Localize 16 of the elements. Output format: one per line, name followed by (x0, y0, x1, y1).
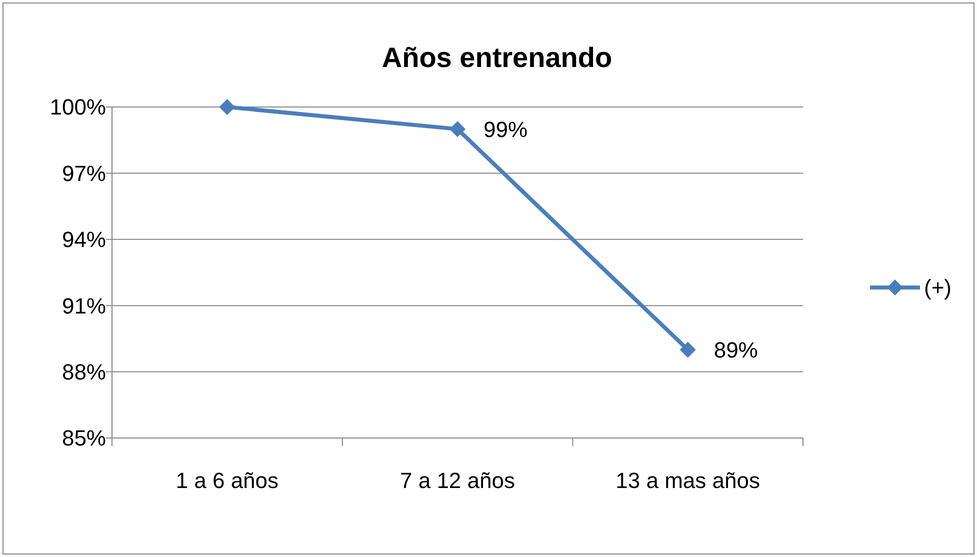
point (680, 342, 696, 358)
y-tick-label: 100% (50, 94, 106, 120)
legend-label: (+) (924, 275, 952, 300)
data-label: 89% (714, 337, 758, 362)
y-tick-label: 97% (62, 160, 106, 186)
y-tick-label: 88% (62, 360, 106, 384)
x-tick-label: 13 a mas años (616, 468, 760, 493)
data-label: 99% (484, 116, 528, 142)
point (219, 99, 236, 115)
x-tick-label: 7 a 12 años (400, 468, 515, 493)
point (450, 121, 466, 138)
x-tick-label: 1 a 6 años (176, 468, 279, 493)
y-tick-label: 91% (62, 293, 106, 318)
y-tick-label: 94% (62, 227, 106, 252)
chart-title: Años entrenando (382, 42, 612, 73)
y-tick-label: 85% (62, 426, 106, 451)
